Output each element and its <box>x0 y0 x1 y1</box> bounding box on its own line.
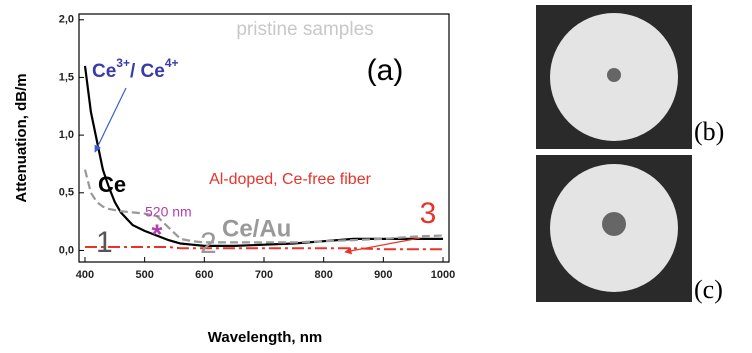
series-label: Ce/Au <box>222 215 291 242</box>
annotation: 520 nm <box>145 204 192 220</box>
fiber-core <box>607 68 621 82</box>
annotation: 1 <box>96 226 113 259</box>
page: {"chart_data":{"type":"line", "x_label":… <box>0 0 752 353</box>
annotation: * <box>152 218 163 249</box>
x-tick-label: 400 <box>76 269 94 281</box>
x-tick-label: 600 <box>195 269 213 281</box>
x-tick-label: 700 <box>255 269 273 281</box>
arrow <box>95 88 126 152</box>
y-tick-label: 1,5 <box>59 71 74 83</box>
x-axis-label: Wavelength, nm <box>208 329 322 346</box>
annotation: 3+ <box>116 56 130 70</box>
x-tick-label: 800 <box>314 269 332 281</box>
annotation: Ce3+/ Ce4+ <box>92 56 179 82</box>
series-label: Ce <box>98 172 126 197</box>
annotation: 4+ <box>165 56 179 70</box>
annotation: 3 <box>420 197 437 230</box>
y-tick-label: 0,0 <box>59 244 74 256</box>
line-series <box>85 247 443 249</box>
y-tick-label: 0,5 <box>59 187 74 199</box>
annotation: 2 <box>200 227 217 260</box>
annotation: / Ce <box>130 61 165 82</box>
y-tick-label: 2,0 <box>59 14 74 26</box>
annotation: (a) <box>367 54 404 87</box>
panel-label: (b) <box>694 117 724 146</box>
x-tick-label: 500 <box>135 269 153 281</box>
annotation: pristine samples <box>236 19 373 40</box>
fiber-core <box>602 212 626 236</box>
figure: 400 500 600 700 800 900 1000 0,0 0,5 1,0 1,5 2,0 pr… <box>0 0 752 353</box>
x-tick-label: 1000 <box>431 269 455 281</box>
panel-label: (c) <box>694 275 723 304</box>
y-tick-label: 1,0 <box>59 129 74 141</box>
series-label: Al-doped, Ce-free fiber <box>209 171 372 188</box>
y-axis-label: Attenuation, dB/m <box>13 73 30 202</box>
annotation: Ce <box>92 61 116 82</box>
x-tick-label: 900 <box>374 269 392 281</box>
